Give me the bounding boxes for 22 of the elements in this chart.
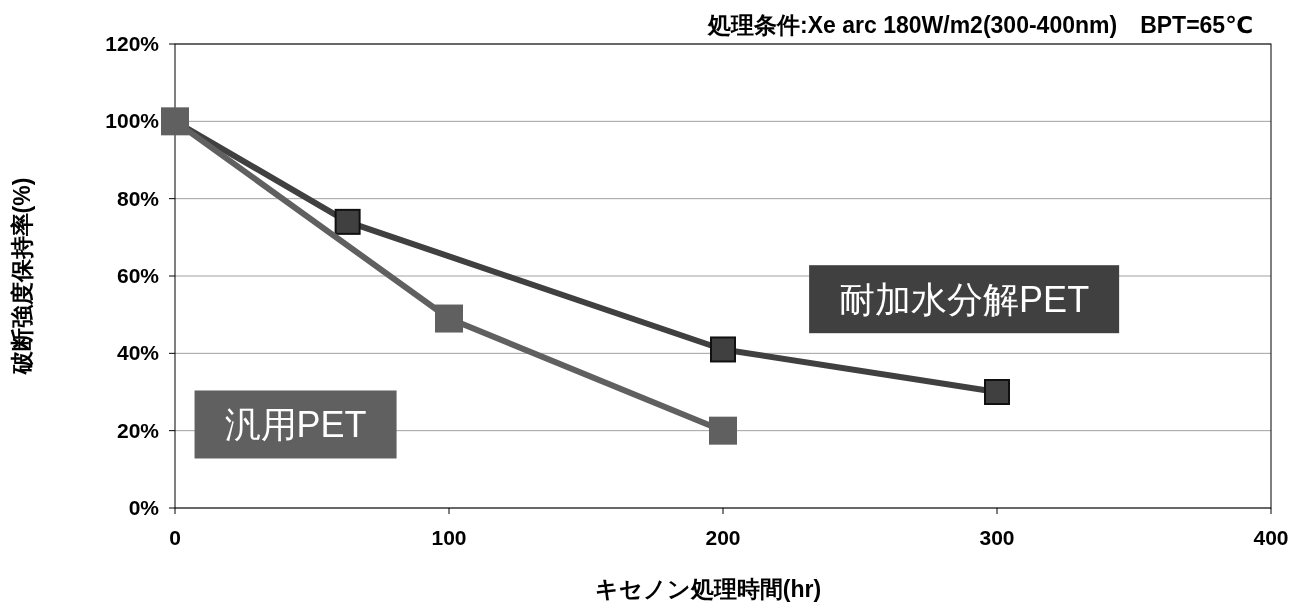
point bbox=[334, 208, 361, 235]
x-tick-label: 400 bbox=[1253, 526, 1289, 549]
x-axis-title: キセノン処理時間(hr) bbox=[594, 576, 822, 602]
point bbox=[984, 379, 1010, 405]
point bbox=[435, 304, 463, 333]
y-tick-label: 0% bbox=[128, 496, 160, 519]
y-tick-label: 60% bbox=[116, 264, 160, 287]
x-tick-label: 300 bbox=[979, 526, 1015, 549]
chart-title: 処理条件:Xe arc 180W/m2(300-400nm) BPT=65℃ bbox=[707, 12, 1253, 38]
y-tick-label: 80% bbox=[116, 186, 160, 210]
x-tick-label: 100 bbox=[431, 526, 467, 549]
y-tick-label: 120% bbox=[105, 32, 160, 55]
x-tick-label: 200 bbox=[705, 526, 741, 549]
text: 汎用PET bbox=[224, 404, 367, 446]
point bbox=[710, 336, 736, 363]
point bbox=[709, 416, 737, 445]
y-tick-label: 100% bbox=[105, 109, 160, 133]
y-axis-title: 破断強度保持率(%) bbox=[9, 177, 35, 376]
y-tick-label: 40% bbox=[116, 341, 160, 365]
x-tick-label: 0 bbox=[169, 526, 181, 549]
y-tick-label: 20% bbox=[116, 418, 160, 442]
series-label: 耐加水分解PET bbox=[839, 279, 1090, 321]
